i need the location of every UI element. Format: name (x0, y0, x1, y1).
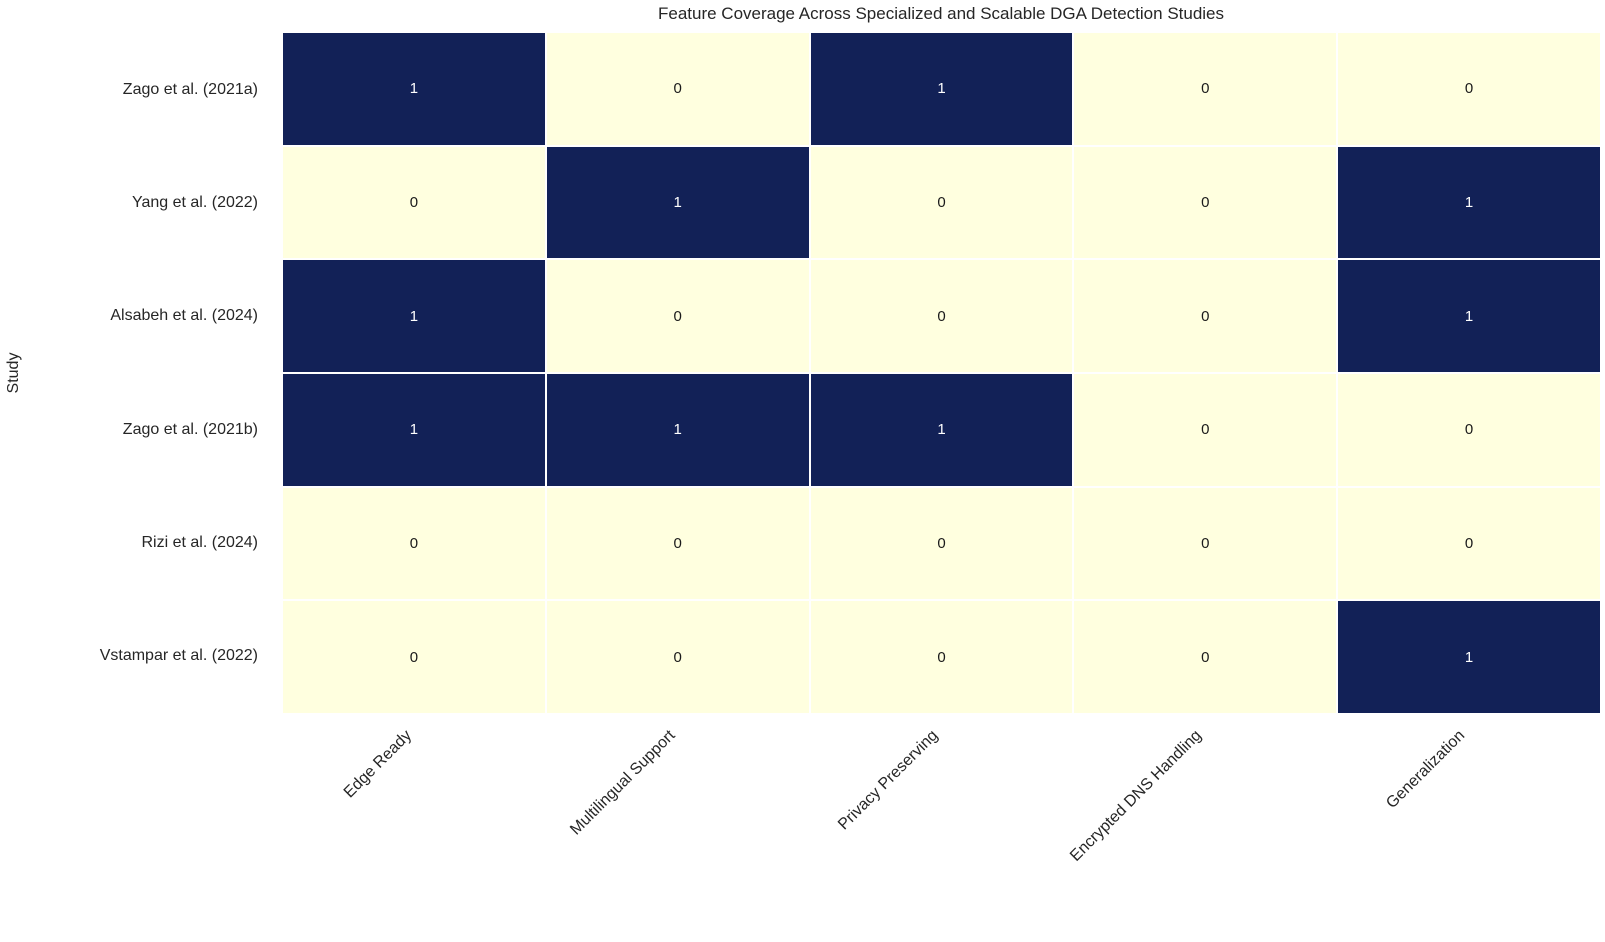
heatmap-cell: 0 (546, 487, 809, 600)
heatmap-cell: 0 (810, 487, 1073, 600)
column-label: Edge Ready (340, 727, 415, 802)
heatmap-cell: 0 (546, 601, 809, 713)
heatmap-cell: 0 (546, 260, 809, 372)
column-labels: Edge Ready Multilingual Support Privacy Pr… (283, 713, 1600, 942)
row-label: Zago et al. (2021b) (122, 420, 258, 438)
heatmap-cell: 0 (1338, 487, 1600, 600)
heatmap-cell: 0 (1074, 146, 1337, 259)
column-label: Multilingual Support (566, 727, 679, 839)
heatmap-cell: 1 (546, 373, 809, 486)
heatmap-cell: 0 (1338, 33, 1600, 145)
heatmap-cell: 0 (1074, 601, 1337, 713)
heatmap-cell: 0 (1074, 260, 1337, 372)
row-label: Vstampar et al. (2022) (99, 647, 258, 665)
heatmap-cell: 0 (810, 601, 1073, 713)
heatmap-cell: 0 (283, 146, 545, 259)
heatmap-cell: 0 (1074, 487, 1337, 600)
heatmap-cell: 1 (283, 373, 545, 486)
heatmap-cell: 0 (1074, 373, 1337, 486)
heatmap-cell: 0 (283, 487, 545, 600)
heatmap-cell: 0 (1074, 33, 1337, 145)
heatmap-cell: 1 (283, 33, 545, 145)
heatmap-cell: 0 (283, 601, 545, 713)
row-label: Zago et al. (2021a) (122, 80, 258, 98)
column-label: Encrypted DNS Handling (1067, 727, 1205, 865)
heatmap-cell: 1 (283, 260, 545, 372)
heatmap-cell: 0 (546, 33, 809, 145)
heatmap-cell: 0 (810, 146, 1073, 259)
heatmap-cell: 1 (1338, 260, 1600, 372)
heatmap-cell: 1 (1338, 146, 1600, 259)
row-label: Yang et al. (2022) (131, 193, 258, 211)
heatmap-cell: 0 (810, 260, 1073, 372)
column-label: Generalization (1383, 727, 1469, 812)
heatmap-cell: 1 (810, 33, 1073, 145)
heatmap-cell: 1 (1338, 601, 1600, 713)
row-labels: Zago et al. (2021a) Yang et al. (2022) Als… (0, 33, 270, 713)
row-label: Rizi et al. (2024) (141, 533, 259, 551)
chart-title: Feature Coverage Across Specialized and … (657, 4, 1225, 23)
row-label: Alsabeh et al. (2024) (110, 307, 258, 325)
heatmap-cell: 1 (546, 146, 809, 259)
heatmap-cell: 0 (1338, 373, 1600, 486)
heatmap-cell: 1 (810, 373, 1073, 486)
column-label: Privacy Preserving (835, 727, 942, 834)
